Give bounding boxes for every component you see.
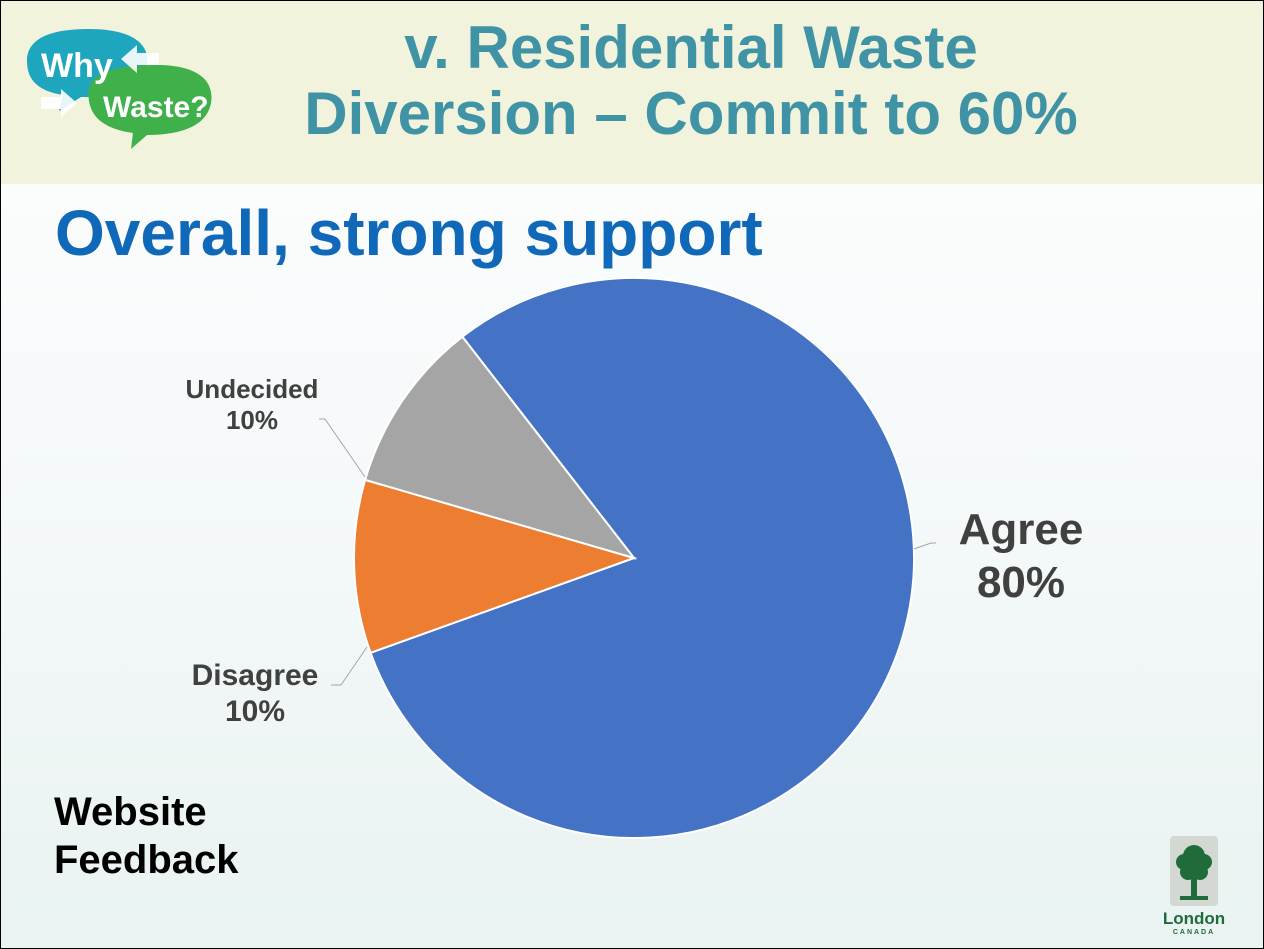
leader-line-agree [913, 542, 936, 550]
pie-slice-undecided [363, 335, 637, 560]
canada-word: CANADA [1173, 929, 1215, 936]
pie-slice-disagree [353, 478, 638, 655]
leader-line-disagree [331, 646, 368, 686]
slide-subtitle: Overall, strong support [55, 197, 763, 269]
arrow-icon [121, 45, 159, 73]
why-waste-logo: Why Waste? [27, 29, 212, 149]
source-note-line-2: Feedback [54, 838, 239, 882]
source-note: Website Feedback [54, 788, 239, 884]
pie-slice-agree [369, 277, 915, 839]
tree-icon [1176, 845, 1212, 900]
source-note-line-1: Website [54, 790, 207, 834]
data-label-disagree-name: Disagree [192, 659, 319, 692]
title-line-1: v. Residential Waste [404, 14, 978, 81]
logo-word-why: Why [41, 47, 113, 85]
green-bubble [88, 65, 212, 149]
leader-line-undecided [319, 418, 366, 478]
data-label-undecided-value: 10% [226, 405, 278, 435]
data-label-agree-name: Agree [959, 505, 1084, 554]
header-band [1, 1, 1263, 184]
title-line-2: Diversion – Commit to 60% [304, 80, 1078, 147]
london-word: London [1163, 909, 1225, 928]
slide-title: v. Residential Waste Diversion – Commit … [231, 15, 1151, 147]
data-label-disagree-value: 10% [225, 695, 285, 728]
arrow-icon-2 [41, 89, 77, 117]
data-label-undecided-name: Undecided [186, 374, 319, 404]
data-label-agree-value: 80% [977, 558, 1065, 607]
logo-word-waste: Waste? [103, 91, 209, 124]
london-logo: London CANADA [1163, 836, 1225, 936]
